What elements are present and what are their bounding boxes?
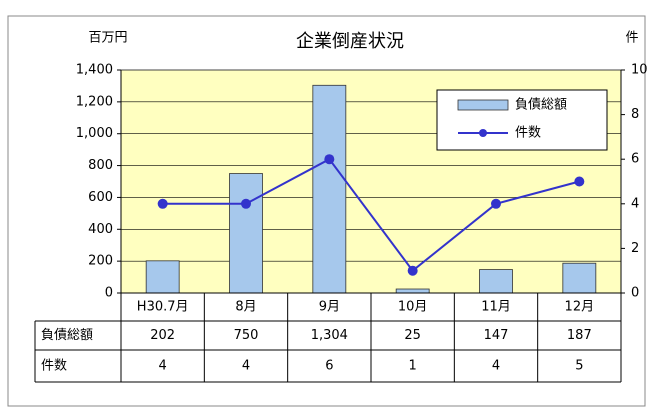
table-cell: 4 <box>492 359 500 374</box>
legend-marker <box>479 129 487 137</box>
y-tick-label: 1,400 <box>76 63 113 78</box>
y-tick-label: 600 <box>88 190 113 205</box>
y2-tick-label: 10 <box>631 63 648 78</box>
marker <box>241 198 251 209</box>
bar <box>229 173 263 294</box>
x-tick-label: 9月 <box>319 300 340 315</box>
y2-tick-label: 6 <box>631 152 639 167</box>
y-tick-label: 1,200 <box>76 94 113 109</box>
y2-tick-label: 2 <box>631 241 639 256</box>
legend-label: 負債総額 <box>515 98 567 113</box>
legend-label: 件数 <box>515 126 541 141</box>
bar <box>145 260 180 294</box>
legend-swatch <box>457 99 509 111</box>
table-cell: 1,304 <box>311 328 348 343</box>
x-tick-label: 11月 <box>481 300 511 315</box>
y-unit: 百万円 <box>88 31 127 46</box>
y2-unit: 件 <box>625 31 638 46</box>
table-cell: 6 <box>325 359 333 374</box>
table-cell: 4 <box>242 359 250 374</box>
y-tick-label: 400 <box>88 222 113 237</box>
table-cell: 202 <box>150 328 175 343</box>
table-cell: 25 <box>404 328 421 343</box>
chart-title: 企業倒産状況 <box>296 31 404 52</box>
y-tick-label: 1,000 <box>76 126 113 141</box>
table-cell: 187 <box>567 328 592 343</box>
x-tick-label: 12月 <box>565 300 595 315</box>
y2-tick-label: 0 <box>631 286 639 301</box>
bar <box>479 269 513 294</box>
x-tick-label: 8月 <box>235 300 256 315</box>
y2-tick-label: 4 <box>631 196 639 211</box>
table-row-label: 負債総額 <box>41 328 93 343</box>
table-cell: 1 <box>409 359 417 374</box>
marker <box>324 154 335 165</box>
marker <box>157 198 168 209</box>
bar <box>312 84 347 294</box>
y-tick-label: 800 <box>88 158 113 173</box>
table-cell: 4 <box>159 359 167 374</box>
table-cell: 750 <box>234 328 259 343</box>
y-tick-label: 0 <box>105 286 113 301</box>
y2-tick-label: 8 <box>631 107 639 122</box>
table-row-label: 件数 <box>41 359 67 374</box>
x-tick-label: 10月 <box>398 300 428 315</box>
marker <box>574 176 585 187</box>
bar <box>395 288 430 294</box>
marker <box>407 265 418 276</box>
x-tick-label: H30.7月 <box>137 300 189 315</box>
line <box>162 157 580 273</box>
bar <box>562 262 597 294</box>
table-cell: 5 <box>575 359 583 374</box>
table-cell: 147 <box>484 328 509 343</box>
frame <box>7 15 646 407</box>
marker <box>491 198 501 209</box>
y-tick-label: 200 <box>88 254 113 269</box>
